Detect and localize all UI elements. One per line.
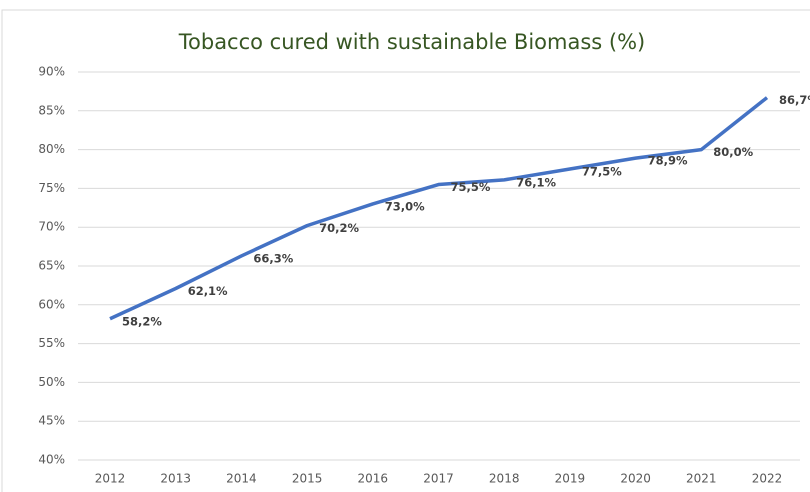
y-tick-label: 85%	[38, 103, 65, 117]
chart-frame	[1, 9, 810, 492]
x-tick-label: 2018	[489, 472, 520, 486]
x-tick-label: 2021	[686, 472, 717, 486]
y-tick-label: 40%	[38, 453, 65, 467]
x-tick-label: 2017	[423, 472, 454, 486]
x-tick-label: 2012	[95, 472, 126, 486]
data-label: 58,2%	[122, 314, 162, 328]
y-tick-label: 60%	[38, 297, 65, 311]
data-line	[109, 96, 769, 321]
data-label: 62,1%	[188, 284, 228, 298]
x-tick-label: 2022	[752, 472, 783, 486]
y-tick-label: 65%	[38, 259, 65, 273]
data-label: 76,1%	[516, 175, 556, 189]
y-tick-label: 75%	[38, 181, 65, 195]
data-label: 86,7%	[779, 93, 810, 107]
data-label: 66,3%	[253, 251, 293, 265]
chart-title: Tobacco cured with sustainable Biomass (…	[178, 30, 645, 54]
x-tick-label: 2014	[226, 472, 257, 486]
y-tick-label: 80%	[38, 142, 65, 156]
x-tick-label: 2013	[160, 472, 191, 486]
data-label: 75,5%	[451, 180, 491, 194]
y-tick-label: 45%	[38, 414, 65, 428]
x-tick-label: 2015	[292, 472, 323, 486]
y-tick-label: 70%	[38, 220, 65, 234]
y-tick-label: 55%	[38, 336, 65, 350]
x-tick-label: 2020	[620, 472, 651, 486]
data-label: 80,0%	[713, 145, 753, 159]
data-label: 70,2%	[319, 221, 359, 235]
x-tick-label: 2016	[358, 472, 389, 486]
data-label: 77,5%	[582, 165, 622, 179]
data-label: 78,9%	[648, 154, 688, 168]
y-tick-label: 90%	[38, 65, 65, 79]
x-tick-label: 2019	[555, 472, 586, 486]
y-tick-label: 50%	[38, 375, 65, 389]
data-label: 73,0%	[385, 199, 425, 213]
